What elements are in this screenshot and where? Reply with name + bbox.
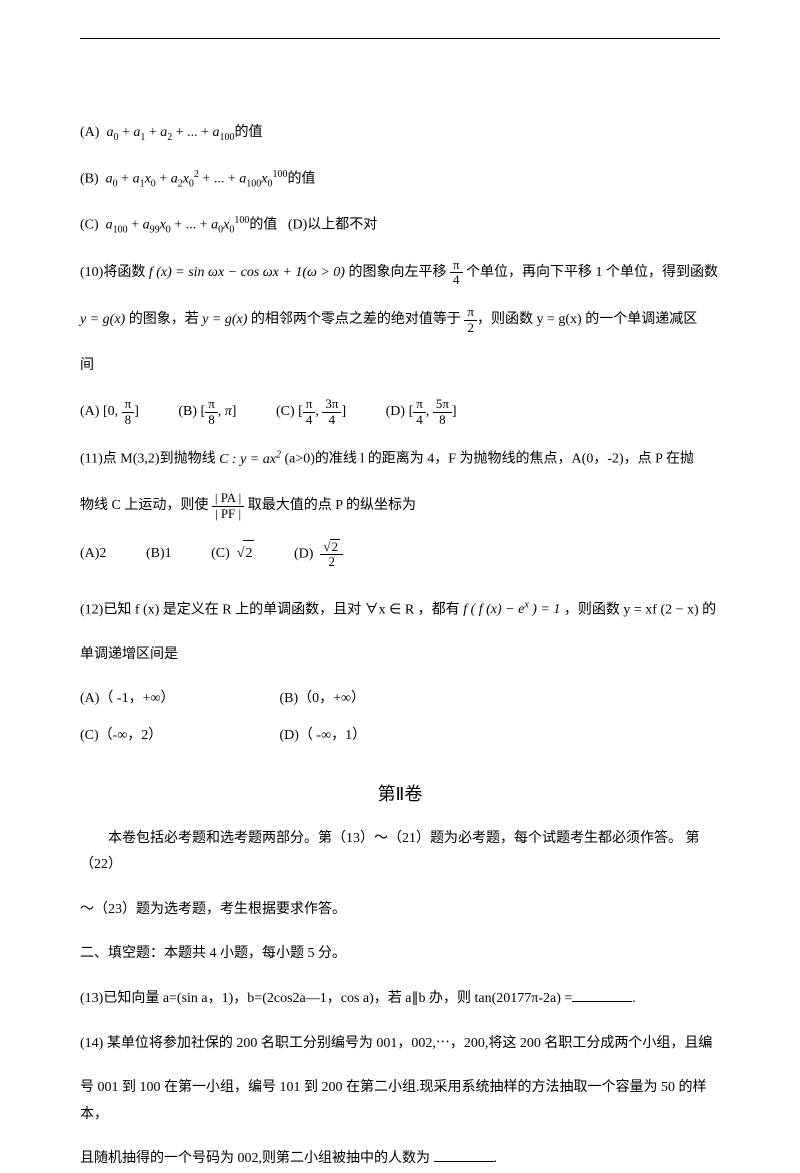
denominator: 8: [122, 413, 135, 427]
eq: f ( f (x) − ex ) = 1: [463, 602, 560, 617]
denominator: | PF |: [212, 507, 244, 521]
fx-expr: f (x) = sin ωx − cos ωx + 1(ω > 0): [149, 265, 345, 280]
q10-option-b: (B) [π8, π]: [178, 397, 236, 427]
denominator: 4: [303, 413, 316, 427]
blank-input[interactable]: [572, 988, 632, 1002]
numerator: π: [464, 305, 477, 320]
numerator: π: [205, 397, 218, 412]
label: (B): [178, 405, 197, 420]
q10-line1: (10)将函数 f (x) = sin ωx − cos ωx + 1(ω > …: [80, 258, 720, 288]
numerator: π: [413, 397, 426, 412]
fraction: π2: [464, 305, 477, 335]
q10-option-d: (D) [π4, 5π8]: [386, 397, 457, 427]
q12-line1: (12)已知 f (x) 是定义在 R 上的单调函数，且对 ∀x ∈ R ，都有…: [80, 596, 720, 624]
numerator: π: [450, 258, 463, 273]
q14-line2: 号 001 到 100 在第一小组，编号 101 到 200 在第二小组.现采用…: [80, 1075, 720, 1128]
q11-line1: (11)点 M(3,2)到抛物线 C : y = ax2 (a>0)的准线 l …: [80, 445, 720, 473]
text: (13)已知向量 a=(sin a，1)，b=(2cos2a—1，cos a)，…: [80, 991, 572, 1006]
q12-line2: 单调递增区间是: [80, 642, 720, 669]
blank-input[interactable]: [434, 1148, 494, 1162]
q11-option-d: (D) 22: [294, 539, 343, 570]
q14-line1: (14) 某单位将参加社保的 200 名职工分别编号为 001，002,⋯，20…: [80, 1031, 720, 1058]
q10-options: (A) [0, π8] (B) [π8, π] (C) [π4, 3π4] (D…: [80, 397, 720, 427]
text: 的图象向左平移: [345, 265, 450, 280]
denominator: 2: [464, 321, 477, 335]
c-expr: C : y = ax2: [219, 452, 281, 467]
label: (C): [80, 218, 99, 233]
label: (D): [294, 546, 313, 561]
text: ，则函数 y = xf (2 − x) 的: [560, 602, 716, 617]
q12-option-a: (A)（ -1，+∞）: [80, 686, 240, 713]
text: ，则函数 y = g(x) 的一个单调递减区: [477, 312, 697, 327]
q12-options-row2: (C)（-∞，2） (D)（ -∞，1）: [80, 723, 720, 750]
text: (12)已知 f (x) 是定义在 R 上的单调函数，且对 ∀x ∈ R ，都有: [80, 602, 463, 617]
label: (C): [211, 546, 230, 561]
denominator: 8: [205, 413, 218, 427]
label: (A): [80, 405, 99, 420]
radicand: 2: [330, 539, 341, 554]
numerator: 5π: [433, 397, 452, 412]
q11-option-c: (C) 2: [211, 540, 254, 568]
text: (11)点 M(3,2)到抛物线: [80, 452, 219, 467]
q11-option-b: (B)1: [146, 541, 172, 568]
q12-option-c: (C)（-∞，2）: [80, 723, 240, 750]
denominator: 4: [413, 413, 426, 427]
denominator: 4: [450, 273, 463, 287]
label: (D): [386, 405, 405, 420]
numerator: π: [303, 397, 316, 412]
label: (B): [80, 171, 99, 186]
q9-option-b: (B) a0 + a1x0 + a2x02 + ... + a100x0100的…: [80, 165, 720, 193]
q10-line2: y = g(x) 的图象，若 y = g(x) 的相邻两个零点之差的绝对值等于 …: [80, 305, 720, 335]
q9-option-a: (A) a0 + a1 + a2 + ... + a100的值: [80, 120, 720, 147]
sqrt-icon: 2: [323, 539, 340, 554]
label: (C): [276, 405, 295, 420]
text: .: [494, 1151, 498, 1166]
radicand: 2: [243, 540, 254, 568]
text: 且随机抽得的一个号码为 002,则第二小组被抽中的人数为: [80, 1151, 434, 1166]
section-2-intro-1: 本卷包括必考题和选考题两部分。第（13）～（21）题为必考题，每个试题考生都必须…: [80, 826, 720, 879]
ratio: | PA || PF |: [212, 491, 244, 521]
text: (10)将函数: [80, 265, 149, 280]
section-2-intro-2: ～（23）题为选考题，考生根据要求作答。: [80, 897, 720, 924]
section-2-title: 第Ⅱ卷: [80, 780, 720, 806]
label: (A): [80, 125, 99, 140]
text: 取最大值的点 P 的纵坐标为: [244, 498, 416, 513]
q13: (13)已知向量 a=(sin a，1)，b=(2cos2a—1，cos a)，…: [80, 986, 720, 1013]
q10-option-c: (C) [π4, 3π4]: [276, 397, 346, 427]
numerator: π: [122, 397, 135, 412]
fill-heading: 二、填空题：本题共 4 小题，每小题 5 分。: [80, 941, 720, 968]
suffix: 的值: [287, 171, 315, 186]
q12-options-row1: (A)（ -1，+∞） (B)（0，+∞）: [80, 686, 720, 713]
text: 个单位，再向下平移 1 个单位，得到函数: [463, 265, 719, 280]
numerator: 3π: [322, 397, 341, 412]
q11-line2: 物线 C 上运动，则使 | PA || PF | 取最大值的点 P 的纵坐标为: [80, 491, 720, 521]
fraction: π4: [450, 258, 463, 288]
low: 0: [108, 405, 115, 420]
q10-option-a: (A) [0, π8]: [80, 397, 139, 427]
q9-option-cd: (C) a100 + a99x0 + ... + a0x0100的值 (D)以上…: [80, 211, 720, 239]
q10-line3: 间: [80, 353, 720, 380]
q12-option-b: (B)（0，+∞）: [280, 686, 366, 713]
q11-options: (A)2 (B)1 (C) 2 (D) 22: [80, 539, 720, 570]
text: .: [632, 991, 636, 1006]
denominator: 8: [433, 413, 452, 427]
q9-option-d: (D)以上都不对: [288, 218, 377, 233]
suffix: 的值: [235, 125, 263, 140]
text: (a>0)的准线 l 的距离为 4，F 为抛物线的焦点，A(0，-2)，点 P …: [281, 452, 694, 467]
q12-option-d: (D)（ -∞，1）: [280, 723, 367, 750]
sqrt-icon: 2: [237, 540, 255, 568]
q14-line3: 且随机抽得的一个号码为 002,则第二小组被抽中的人数为 .: [80, 1146, 720, 1173]
denominator: 2: [320, 555, 343, 569]
high: π: [225, 405, 232, 420]
denominator: 4: [322, 413, 341, 427]
numerator: | PA |: [212, 491, 244, 506]
suffix: 的值: [249, 218, 277, 233]
q11-option-a: (A)2: [80, 541, 106, 568]
text: 物线 C 上运动，则使: [80, 498, 212, 513]
